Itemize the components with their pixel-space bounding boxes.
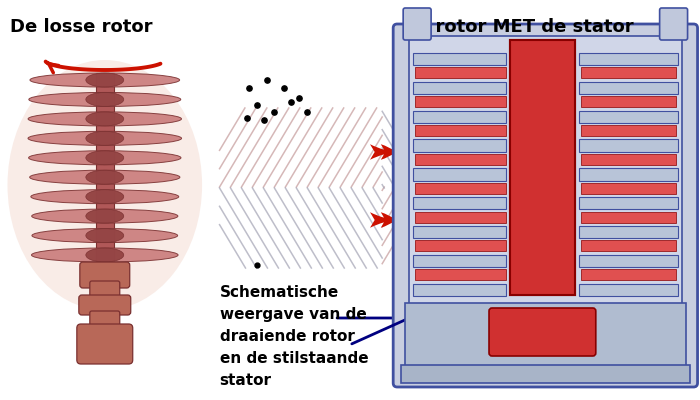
Ellipse shape bbox=[30, 73, 180, 87]
Bar bbox=[413, 255, 506, 267]
Ellipse shape bbox=[32, 248, 178, 262]
Bar bbox=[581, 96, 676, 107]
Bar bbox=[579, 284, 678, 296]
Bar bbox=[579, 140, 678, 152]
Bar bbox=[413, 226, 506, 238]
Ellipse shape bbox=[86, 209, 124, 223]
Bar bbox=[413, 197, 506, 209]
Bar bbox=[415, 183, 506, 194]
Bar bbox=[579, 53, 678, 65]
Text: De rotor MET de stator: De rotor MET de stator bbox=[402, 18, 634, 36]
FancyBboxPatch shape bbox=[403, 8, 431, 40]
Bar bbox=[410, 36, 682, 311]
Text: De losse rotor: De losse rotor bbox=[10, 18, 153, 36]
Text: draaiende rotor: draaiende rotor bbox=[220, 329, 354, 344]
Bar bbox=[415, 68, 506, 78]
Ellipse shape bbox=[29, 92, 181, 106]
Ellipse shape bbox=[29, 151, 181, 165]
Bar bbox=[413, 53, 506, 65]
Bar bbox=[510, 40, 575, 295]
Ellipse shape bbox=[28, 131, 181, 145]
Bar bbox=[579, 168, 678, 180]
Bar bbox=[96, 73, 114, 313]
FancyBboxPatch shape bbox=[80, 262, 130, 288]
Bar bbox=[510, 40, 575, 295]
Bar bbox=[581, 269, 676, 280]
Bar bbox=[579, 82, 678, 94]
Ellipse shape bbox=[86, 190, 124, 204]
FancyBboxPatch shape bbox=[393, 24, 698, 387]
Ellipse shape bbox=[28, 112, 181, 126]
Bar bbox=[415, 96, 506, 107]
Ellipse shape bbox=[32, 209, 178, 223]
FancyBboxPatch shape bbox=[79, 295, 131, 315]
FancyBboxPatch shape bbox=[90, 311, 120, 329]
Ellipse shape bbox=[86, 92, 124, 106]
Ellipse shape bbox=[31, 190, 178, 204]
Ellipse shape bbox=[86, 73, 124, 87]
Ellipse shape bbox=[86, 131, 124, 145]
Bar bbox=[413, 111, 506, 123]
Ellipse shape bbox=[32, 228, 178, 242]
Bar bbox=[579, 197, 678, 209]
Bar bbox=[413, 140, 506, 152]
Bar bbox=[413, 168, 506, 180]
Bar bbox=[579, 111, 678, 123]
Ellipse shape bbox=[86, 228, 124, 242]
Bar bbox=[415, 154, 506, 165]
Ellipse shape bbox=[29, 170, 180, 184]
Ellipse shape bbox=[86, 170, 124, 184]
Text: weergave van de: weergave van de bbox=[220, 307, 366, 322]
Bar bbox=[581, 68, 676, 78]
Ellipse shape bbox=[86, 248, 124, 262]
Bar bbox=[413, 284, 506, 296]
Bar bbox=[415, 269, 506, 280]
Bar bbox=[415, 240, 506, 251]
FancyBboxPatch shape bbox=[77, 324, 133, 364]
Ellipse shape bbox=[8, 60, 202, 310]
Bar bbox=[581, 212, 676, 222]
Bar bbox=[579, 255, 678, 267]
Bar bbox=[413, 82, 506, 94]
Bar bbox=[581, 240, 676, 251]
Ellipse shape bbox=[86, 112, 124, 126]
FancyBboxPatch shape bbox=[90, 281, 120, 301]
Bar bbox=[415, 212, 506, 222]
Text: en de stilstaande: en de stilstaande bbox=[220, 351, 368, 366]
Ellipse shape bbox=[86, 151, 124, 165]
Text: Schematische: Schematische bbox=[220, 285, 339, 300]
Bar bbox=[415, 125, 506, 136]
Bar bbox=[581, 125, 676, 136]
FancyBboxPatch shape bbox=[659, 8, 687, 40]
Bar bbox=[581, 183, 676, 194]
Bar bbox=[401, 365, 690, 383]
Text: stator: stator bbox=[220, 373, 272, 388]
Bar bbox=[579, 226, 678, 238]
FancyBboxPatch shape bbox=[489, 308, 596, 356]
Bar bbox=[405, 303, 685, 368]
Bar bbox=[581, 154, 676, 165]
